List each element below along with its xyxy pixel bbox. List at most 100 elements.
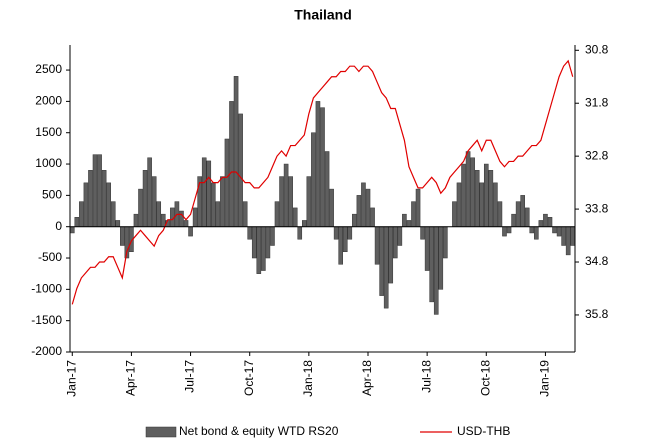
- bar: [297, 226, 303, 240]
- y-tick-label: -500: [38, 250, 62, 264]
- x-tick-label: Oct-17: [242, 360, 256, 396]
- bar: [220, 176, 225, 227]
- bar: [402, 213, 407, 227]
- bar: [188, 226, 193, 237]
- bar: [315, 101, 321, 227]
- x-tick-label: Oct-18: [478, 360, 492, 396]
- bar: [179, 210, 184, 227]
- bar: [342, 226, 348, 253]
- bar: [256, 226, 262, 274]
- bar: [288, 176, 293, 227]
- bar: [529, 226, 535, 234]
- bar: [147, 157, 152, 227]
- bar: [206, 160, 212, 227]
- bar: [370, 207, 375, 227]
- bar: [233, 76, 239, 227]
- bar: [511, 213, 516, 227]
- bar: [488, 170, 494, 227]
- legend-swatch: [145, 426, 177, 438]
- bar: [101, 170, 107, 227]
- y-tick-label: -1000: [31, 282, 62, 296]
- bar: [92, 154, 98, 227]
- bar: [261, 226, 266, 271]
- bar: [379, 226, 384, 296]
- bar: [106, 182, 111, 227]
- bar: [534, 226, 539, 240]
- bar: [238, 113, 243, 227]
- bar: [133, 213, 139, 227]
- bar: [520, 195, 525, 227]
- bar: [160, 213, 166, 227]
- x-tick-label: Apr-18: [360, 360, 374, 396]
- bar: [461, 163, 466, 227]
- bar: [79, 201, 84, 227]
- bar: [283, 163, 289, 227]
- bar: [474, 170, 480, 227]
- bar: [265, 226, 271, 259]
- bar: [552, 226, 557, 234]
- bar: [279, 176, 284, 227]
- bar: [302, 220, 307, 227]
- bar: [211, 182, 216, 227]
- bar: [397, 226, 403, 246]
- bar: [97, 154, 102, 227]
- bar: [561, 226, 566, 246]
- bar: [69, 226, 75, 234]
- chart-title: Thailand: [294, 7, 352, 23]
- bar: [524, 207, 530, 227]
- bar: [424, 226, 430, 271]
- bar: [251, 226, 257, 259]
- bar: [420, 226, 425, 240]
- bar: [110, 201, 116, 227]
- bar: [383, 226, 389, 309]
- y-tick-label: 1500: [35, 125, 62, 139]
- y2-tick-label: 32.8: [585, 148, 609, 162]
- bar: [224, 138, 230, 227]
- bar: [506, 226, 512, 234]
- bar: [229, 101, 234, 227]
- y-tick-label: 500: [42, 188, 62, 202]
- y-tick-label: 0: [55, 219, 62, 233]
- bar: [556, 226, 562, 237]
- bar: [242, 201, 248, 227]
- bar: [438, 226, 444, 290]
- bar: [201, 157, 207, 227]
- bar: [356, 195, 362, 227]
- bar: [452, 201, 457, 227]
- bar: [538, 220, 544, 227]
- bar: [429, 226, 434, 303]
- bar: [465, 151, 471, 227]
- bar: [74, 217, 80, 227]
- bar: [411, 201, 416, 227]
- bar: [183, 220, 189, 227]
- bar: [470, 157, 475, 227]
- y2-tick-label: 34.8: [585, 254, 609, 268]
- bar: [570, 226, 576, 246]
- bar: [274, 201, 280, 227]
- bar: [115, 220, 121, 227]
- bar: [329, 188, 334, 227]
- x-tick-label: Jan-18: [301, 360, 315, 397]
- y-tick-label: -1500: [31, 313, 62, 327]
- bar: [142, 170, 148, 227]
- bar: [352, 213, 357, 227]
- bar: [479, 182, 485, 227]
- bar: [392, 226, 398, 259]
- bar: [502, 226, 507, 237]
- x-tick-label: Apr-17: [124, 360, 138, 396]
- y-tick-label: 2000: [35, 94, 62, 108]
- bar: [543, 213, 548, 227]
- bar: [138, 188, 143, 227]
- x-tick-label: Jul-18: [419, 360, 433, 393]
- bar: [151, 176, 157, 227]
- bar: [365, 188, 371, 227]
- bar: [443, 226, 448, 259]
- bar: [88, 170, 93, 227]
- bar: [270, 226, 275, 246]
- bar: [433, 226, 439, 315]
- bar: [493, 182, 498, 227]
- bar: [192, 207, 198, 227]
- bar: [292, 207, 298, 227]
- bar: [156, 201, 162, 227]
